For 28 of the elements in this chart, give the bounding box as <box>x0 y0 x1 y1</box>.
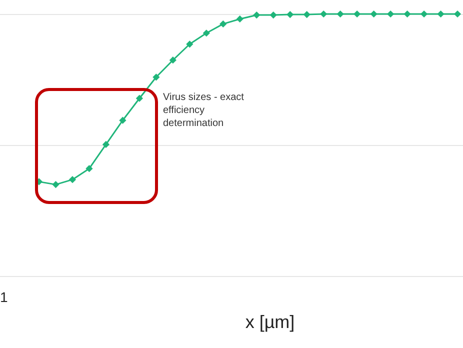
point <box>69 176 76 183</box>
text: 1 <box>0 289 8 305</box>
point <box>320 10 327 18</box>
point <box>270 12 277 18</box>
point <box>370 10 378 18</box>
point <box>119 117 126 124</box>
point <box>203 30 210 36</box>
point <box>236 16 244 22</box>
annotation: Virus sizes - exact efficiency determination <box>163 91 245 130</box>
point <box>337 10 344 18</box>
point <box>52 181 59 188</box>
point <box>304 11 310 18</box>
point <box>220 20 226 28</box>
point <box>86 165 92 172</box>
x-axis-title: x [µm] <box>244 312 296 333</box>
point <box>170 56 176 64</box>
point <box>286 11 294 18</box>
point <box>438 10 444 18</box>
point <box>404 10 411 18</box>
point <box>102 141 110 148</box>
point <box>186 40 193 48</box>
point <box>136 95 143 102</box>
point <box>454 10 461 18</box>
point <box>253 12 260 18</box>
point <box>152 74 160 80</box>
point <box>354 10 360 18</box>
point <box>420 10 428 18</box>
point <box>387 10 394 18</box>
